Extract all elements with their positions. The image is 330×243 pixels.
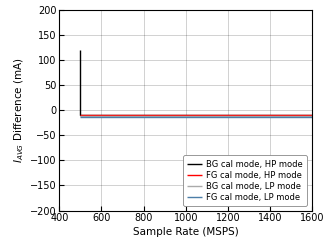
X-axis label: Sample Rate (MSPS): Sample Rate (MSPS) bbox=[133, 227, 239, 237]
BG cal mode, HP mode bbox=[79, 113, 82, 116]
Legend: BG cal mode, HP mode, FG cal mode, HP mode, BG cal mode, LP mode, FG cal mode, L: BG cal mode, HP mode, FG cal mode, HP mo… bbox=[183, 156, 307, 206]
Y-axis label: $I_{AVG}$ Difference (mA): $I_{AVG}$ Difference (mA) bbox=[12, 57, 26, 163]
BG cal mode, HP mode bbox=[79, 48, 82, 51]
Line: BG cal mode, HP mode: BG cal mode, HP mode bbox=[81, 50, 312, 115]
BG cal mode, HP mode bbox=[310, 113, 314, 116]
